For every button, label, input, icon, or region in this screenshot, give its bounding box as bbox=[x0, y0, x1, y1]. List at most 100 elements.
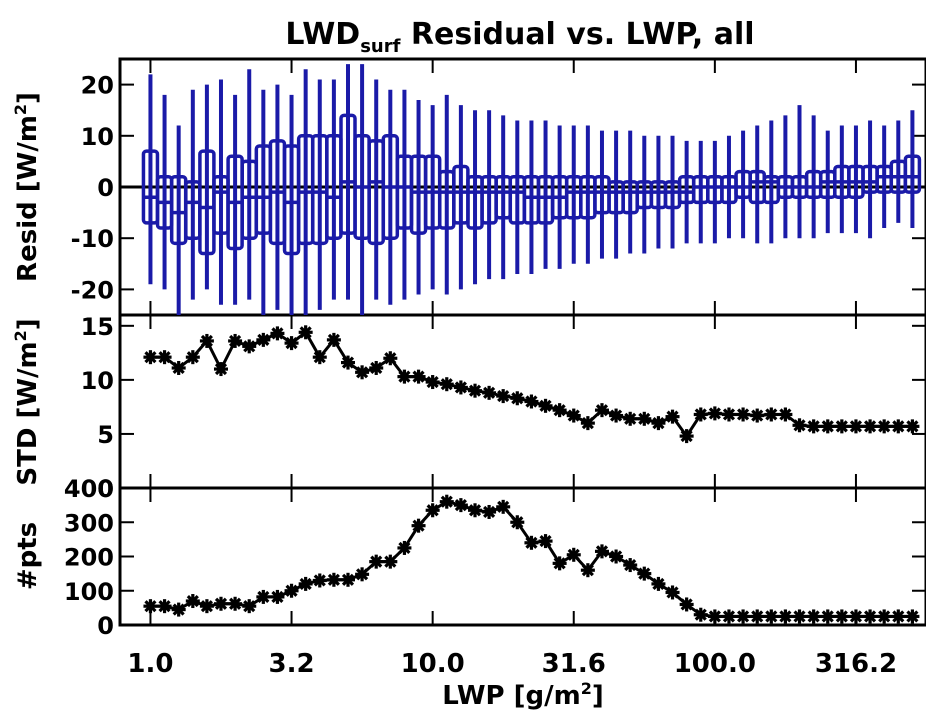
count-point bbox=[340, 572, 355, 587]
residual-box bbox=[804, 115, 823, 239]
count-point bbox=[213, 596, 228, 611]
chart-title: LWDsurf Residual vs. LWP, all bbox=[285, 17, 754, 57]
std-point bbox=[213, 362, 228, 377]
count-point bbox=[185, 594, 200, 609]
count-point bbox=[778, 609, 793, 624]
count-point bbox=[891, 609, 906, 624]
residual-box bbox=[818, 130, 837, 234]
residual-box bbox=[875, 125, 893, 228]
std-point bbox=[721, 407, 736, 422]
std-point bbox=[284, 336, 299, 351]
count-point bbox=[199, 599, 214, 614]
residual-box bbox=[381, 89, 400, 305]
std-y-tick-label: 5 bbox=[97, 421, 114, 449]
std-point bbox=[891, 419, 906, 434]
residual-box bbox=[579, 125, 597, 264]
std-point bbox=[242, 339, 257, 354]
std-y-tick-label: 10 bbox=[81, 367, 114, 395]
std-point bbox=[665, 409, 680, 424]
std-point bbox=[820, 419, 835, 434]
residual-box bbox=[833, 125, 851, 234]
std-point bbox=[552, 403, 567, 418]
count-point bbox=[482, 504, 497, 519]
residual-box bbox=[649, 135, 668, 249]
std-point bbox=[383, 351, 398, 366]
residual-box bbox=[564, 125, 583, 264]
std-point bbox=[848, 419, 863, 434]
count-y-tick-label: 400 bbox=[64, 475, 114, 503]
x-tick-label: 1.0 bbox=[127, 649, 173, 679]
count-point bbox=[453, 498, 468, 513]
x-axis-label: LWP [g/m2] bbox=[442, 679, 603, 711]
residual-box bbox=[169, 125, 188, 315]
std-y-tick-label: 0 bbox=[97, 475, 114, 503]
std-point bbox=[609, 408, 624, 423]
residual-box bbox=[734, 130, 752, 239]
count-point bbox=[298, 576, 313, 591]
std-point bbox=[566, 408, 581, 423]
count-point bbox=[665, 585, 680, 600]
count-point bbox=[806, 609, 821, 624]
residual-box bbox=[240, 69, 258, 300]
residual-box bbox=[282, 94, 301, 315]
residual-box bbox=[508, 120, 527, 275]
count-series bbox=[143, 494, 920, 624]
count-point bbox=[538, 534, 553, 549]
count-point bbox=[721, 609, 736, 624]
residual-box bbox=[395, 89, 414, 300]
std-point bbox=[270, 326, 285, 341]
residual-box bbox=[452, 105, 470, 290]
count-y-tick-label: 300 bbox=[64, 509, 114, 537]
count-point bbox=[707, 609, 722, 624]
residual-box bbox=[353, 64, 371, 315]
std-point bbox=[863, 419, 878, 434]
std-point bbox=[453, 380, 468, 395]
std-point bbox=[651, 416, 666, 431]
residual-y-tick-label: -20 bbox=[71, 276, 114, 304]
residual-y-tick-label: -10 bbox=[71, 225, 114, 253]
std-point bbox=[143, 350, 158, 365]
std-point bbox=[411, 369, 426, 384]
count-point bbox=[594, 544, 609, 559]
residual-box bbox=[748, 125, 766, 244]
residual-box bbox=[494, 115, 512, 280]
count-point bbox=[326, 572, 341, 587]
std-point bbox=[369, 360, 384, 375]
residual-y-axis-label: Resid [W/m2] bbox=[11, 92, 43, 282]
count-point bbox=[355, 567, 370, 582]
count-point bbox=[411, 518, 426, 533]
residual-box bbox=[720, 135, 738, 239]
std-point bbox=[397, 369, 412, 384]
count-point bbox=[510, 515, 525, 530]
std-point bbox=[877, 419, 892, 434]
count-point bbox=[623, 558, 638, 573]
std-series bbox=[143, 325, 920, 444]
count-point bbox=[863, 609, 878, 624]
std-point bbox=[637, 411, 652, 426]
std-point bbox=[482, 385, 497, 400]
x-tick-label: 316.2 bbox=[815, 649, 897, 679]
count-y-tick-label: 0 bbox=[97, 612, 114, 640]
std-point bbox=[764, 407, 779, 422]
residual-box bbox=[367, 79, 385, 300]
residual-y-tick-label: 0 bbox=[97, 174, 114, 202]
residual-box bbox=[861, 120, 879, 239]
count-point bbox=[651, 576, 666, 591]
count-point bbox=[228, 596, 243, 611]
residual-box bbox=[184, 89, 202, 300]
count-point bbox=[270, 589, 285, 604]
residual-box bbox=[522, 120, 541, 275]
residual-box bbox=[706, 140, 724, 244]
std-point bbox=[228, 333, 243, 348]
residual-box bbox=[536, 120, 555, 269]
residual-box bbox=[790, 105, 809, 239]
residual-box bbox=[155, 94, 174, 290]
count-y-axis-label: #pts bbox=[13, 522, 43, 590]
count-point bbox=[143, 599, 158, 614]
std-point bbox=[524, 394, 539, 409]
count-point bbox=[524, 535, 539, 550]
residual-box bbox=[141, 74, 160, 285]
count-point bbox=[566, 547, 581, 562]
count-point bbox=[468, 503, 483, 518]
count-point bbox=[242, 599, 257, 614]
